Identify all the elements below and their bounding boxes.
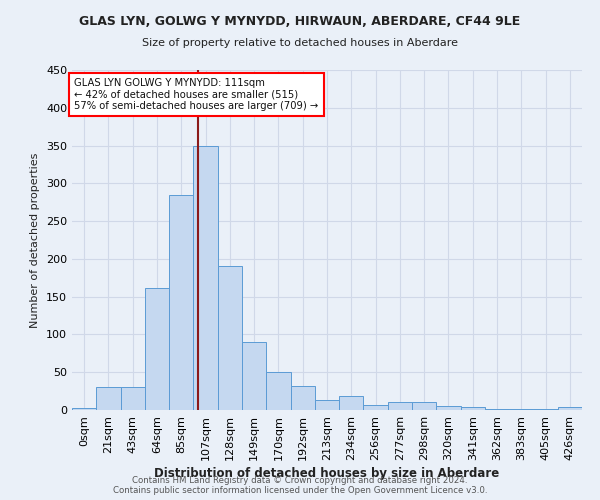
Bar xyxy=(339,396,364,410)
Text: Contains public sector information licensed under the Open Government Licence v3: Contains public sector information licen… xyxy=(113,486,487,495)
Bar xyxy=(96,388,121,410)
Bar xyxy=(121,388,145,410)
Bar xyxy=(388,402,412,410)
Text: Contains HM Land Registry data © Crown copyright and database right 2024.: Contains HM Land Registry data © Crown c… xyxy=(132,476,468,485)
Bar xyxy=(72,408,96,410)
Bar xyxy=(169,194,193,410)
Bar xyxy=(290,386,315,410)
Bar xyxy=(145,288,169,410)
Bar xyxy=(436,406,461,410)
Bar xyxy=(193,146,218,410)
Text: GLAS LYN, GOLWG Y MYNYDD, HIRWAUN, ABERDARE, CF44 9LE: GLAS LYN, GOLWG Y MYNYDD, HIRWAUN, ABERD… xyxy=(79,15,521,28)
Bar xyxy=(412,402,436,410)
Bar xyxy=(558,407,582,410)
X-axis label: Distribution of detached houses by size in Aberdare: Distribution of detached houses by size … xyxy=(154,467,500,480)
Text: GLAS LYN GOLWG Y MYNYDD: 111sqm
← 42% of detached houses are smaller (515)
57% o: GLAS LYN GOLWG Y MYNYDD: 111sqm ← 42% of… xyxy=(74,78,319,111)
Bar xyxy=(218,266,242,410)
Bar xyxy=(485,409,509,410)
Y-axis label: Number of detached properties: Number of detached properties xyxy=(31,152,40,328)
Bar xyxy=(364,404,388,410)
Bar xyxy=(266,372,290,410)
Bar xyxy=(461,407,485,410)
Bar xyxy=(533,409,558,410)
Text: Size of property relative to detached houses in Aberdare: Size of property relative to detached ho… xyxy=(142,38,458,48)
Bar xyxy=(242,342,266,410)
Bar xyxy=(315,400,339,410)
Bar xyxy=(509,409,533,410)
